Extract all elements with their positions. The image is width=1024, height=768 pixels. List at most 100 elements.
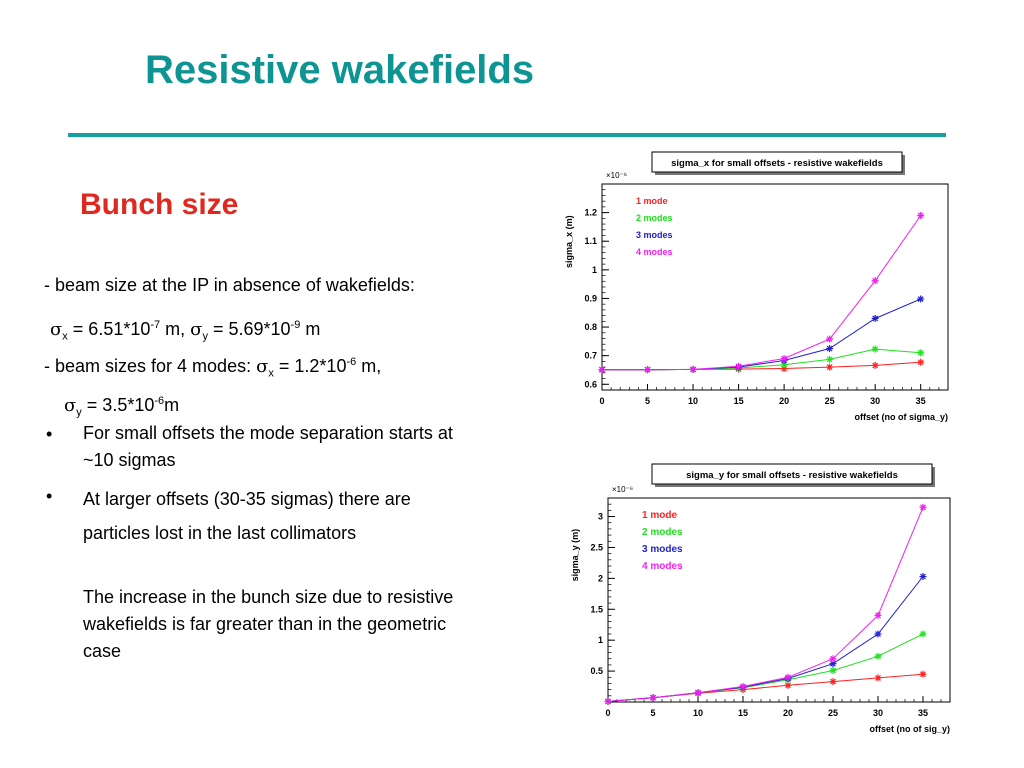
star-stroke — [830, 678, 836, 685]
star-stroke — [917, 349, 924, 356]
data-point-series-3 — [826, 345, 834, 353]
series-line-4 — [607, 507, 924, 702]
star-stroke — [830, 655, 836, 662]
star-stroke — [826, 336, 833, 342]
star-stroke — [830, 660, 836, 667]
star-stroke — [644, 366, 651, 373]
data-point-series-4 — [829, 655, 837, 663]
legend-entry-2: 2 modes — [636, 213, 673, 223]
data-point-series-4 — [649, 694, 657, 702]
slide-title: Resistive wakefields — [145, 48, 535, 92]
chart-title-box — [651, 151, 903, 173]
paragraph-line-3: case — [83, 641, 122, 661]
data-point-series-4 — [919, 503, 927, 511]
star-stroke — [690, 366, 696, 373]
data-point-series-4 — [826, 335, 834, 343]
x-tick-label: 10 — [693, 708, 703, 718]
text-line-1: - beam size at the IP in absence of wake… — [44, 275, 415, 295]
data-point-series-4 — [874, 611, 882, 619]
star-stroke — [920, 671, 926, 678]
legend-entry-4: 4 modes — [636, 247, 673, 257]
data-point-series-4 — [598, 366, 606, 374]
data-point-series-1 — [829, 678, 837, 686]
data-point-series-4 — [784, 673, 792, 681]
data-point-series-3 — [917, 295, 925, 303]
exponent-label: ×10⁻⁶ — [606, 171, 627, 180]
exponent-label: ×10⁻⁶ — [612, 485, 633, 494]
bullet-2-line-1: At larger offsets (30-35 sigmas) there a… — [83, 489, 411, 509]
legend-entry-3: 3 modes — [642, 544, 683, 555]
star-stroke — [917, 359, 924, 366]
bullet-marker-2: • — [46, 486, 53, 506]
chart-title-box — [651, 463, 933, 485]
data-point-series-1 — [871, 361, 879, 369]
data-point-series-4 — [917, 211, 925, 219]
data-point-series-4 — [739, 683, 747, 691]
legend-entry-3: 3 modes — [636, 230, 673, 240]
star-stroke — [917, 212, 924, 219]
legend-entry-1: 1 mode — [642, 510, 677, 521]
legend-entry-2: 2 modes — [642, 527, 683, 538]
star-stroke — [740, 683, 746, 690]
star-stroke — [826, 356, 833, 363]
y-tick-label: 1.5 — [590, 604, 603, 614]
data-point-series-3 — [871, 314, 879, 322]
text-line-3: - beam sizes for 4 modes: σx = 1.2*10-6 … — [44, 356, 382, 380]
y-axis-label: sigma_y (m) — [570, 529, 580, 582]
y-tick-label: 1 — [598, 635, 603, 645]
star-stroke — [872, 277, 879, 284]
y-tick-label: 3 — [598, 512, 603, 522]
x-tick-label: 20 — [779, 396, 789, 406]
x-tick-label: 20 — [783, 708, 793, 718]
x-tick-label: 15 — [734, 396, 744, 406]
slide-subtitle: Bunch size — [80, 188, 239, 221]
data-point-series-4 — [735, 362, 743, 370]
star-stroke — [826, 364, 833, 371]
y-tick-label: 1.1 — [584, 236, 597, 246]
bullet-2-line-2: particles lost in the last collimators — [83, 523, 357, 543]
star-stroke — [917, 296, 924, 302]
star-stroke — [650, 694, 656, 701]
y-tick-label: 0.8 — [584, 322, 597, 332]
bullet-2: At larger offsets (30-35 sigmas) there a… — [83, 482, 411, 550]
x-tick-label: 0 — [599, 396, 604, 406]
x-tick-label: 30 — [870, 396, 880, 406]
x-tick-label: 5 — [645, 396, 650, 406]
star-stroke — [695, 689, 701, 696]
data-point-series-2 — [826, 355, 834, 363]
y-tick-label: 0.7 — [584, 351, 597, 361]
paragraph-line-2: wakefields is far greater than in the ge… — [83, 614, 447, 634]
bullet-1: For small offsets the mode separation st… — [83, 420, 453, 474]
y-tick-label: 0.5 — [590, 666, 603, 676]
star-stroke — [735, 363, 742, 370]
star-stroke — [872, 346, 879, 353]
star-stroke — [605, 698, 611, 705]
conclusion-paragraph: The increase in the bunch size due to re… — [83, 584, 453, 665]
data-point-series-3 — [874, 630, 882, 638]
star-stroke — [785, 674, 791, 681]
star-stroke — [830, 667, 836, 674]
plot-frame — [601, 183, 949, 391]
data-point-series-1 — [826, 363, 834, 371]
data-point-series-4 — [689, 365, 697, 373]
data-point-series-2 — [871, 345, 879, 353]
star-stroke — [875, 612, 881, 619]
bullet-1-line-2: ~10 sigmas — [83, 450, 176, 470]
x-axis-label: offset (no of sig_y) — [870, 724, 951, 734]
data-point-series-2 — [874, 652, 882, 660]
y-tick-label: 0.6 — [584, 379, 597, 389]
data-point-series-1 — [919, 670, 927, 678]
text-line-2: σx = 6.51*10-7 m, σy = 5.69*10-9 m — [50, 319, 321, 343]
x-tick-label: 5 — [650, 708, 655, 718]
data-point-series-4 — [780, 355, 788, 363]
bullet-1-line-1: For small offsets the mode separation st… — [83, 423, 453, 443]
star-stroke — [920, 504, 926, 511]
data-point-series-1 — [917, 358, 925, 366]
data-point-series-4 — [694, 689, 702, 697]
data-point-series-2 — [829, 666, 837, 674]
star-stroke — [872, 315, 879, 322]
x-tick-label: 10 — [688, 396, 698, 406]
y-tick-label: 2.5 — [590, 542, 603, 552]
star-stroke — [872, 362, 879, 369]
star-stroke — [781, 361, 788, 368]
